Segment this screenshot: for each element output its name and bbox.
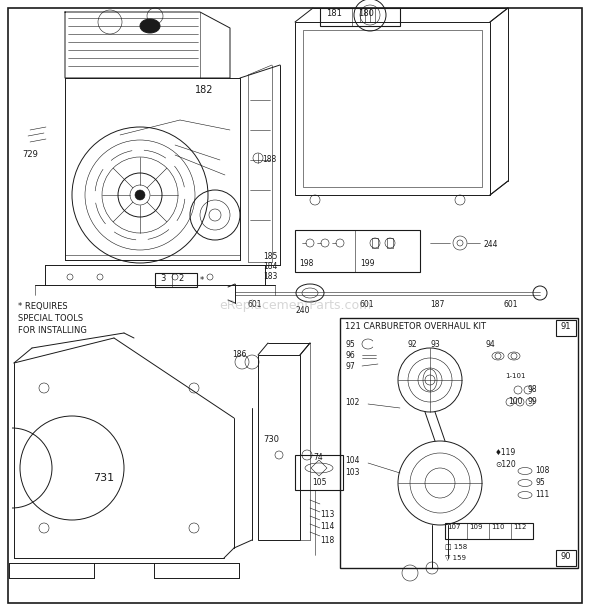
- Text: 729: 729: [22, 150, 38, 159]
- Text: 186: 186: [232, 350, 247, 359]
- Text: 2: 2: [178, 274, 183, 283]
- Bar: [258, 355, 300, 540]
- Text: 90: 90: [560, 552, 571, 561]
- Text: 109: 109: [469, 524, 483, 530]
- Text: 1-101: 1-101: [505, 373, 526, 379]
- Text: 730: 730: [263, 435, 279, 444]
- Bar: [155, 273, 197, 287]
- Text: 111: 111: [535, 490, 549, 499]
- Text: □ 158: □ 158: [445, 543, 467, 549]
- Text: 601: 601: [503, 300, 517, 309]
- Bar: [340, 318, 578, 568]
- Text: 601: 601: [248, 300, 263, 309]
- Text: 103: 103: [345, 468, 359, 477]
- Circle shape: [135, 190, 145, 200]
- Text: 180: 180: [358, 9, 374, 18]
- Text: 100: 100: [508, 397, 523, 406]
- Text: 98: 98: [528, 385, 537, 394]
- Text: 93: 93: [430, 340, 440, 349]
- Text: SPECIAL TOOLS: SPECIAL TOOLS: [18, 314, 83, 323]
- Bar: [303, 30, 482, 187]
- Text: 601: 601: [360, 300, 375, 309]
- Text: 198: 198: [299, 259, 313, 268]
- Bar: [295, 22, 490, 195]
- Text: 118: 118: [320, 536, 335, 545]
- Text: 94: 94: [485, 340, 495, 349]
- Text: 199: 199: [360, 259, 375, 268]
- Bar: [387, 238, 393, 248]
- Text: 184: 184: [263, 262, 277, 271]
- Text: 102: 102: [345, 398, 359, 407]
- Bar: [320, 8, 400, 26]
- Bar: [445, 523, 533, 539]
- Text: 95: 95: [535, 478, 545, 487]
- Text: 121 CARBURETOR OVERHAUL KIT: 121 CARBURETOR OVERHAUL KIT: [345, 322, 486, 331]
- Bar: [295, 455, 343, 490]
- Bar: [556, 550, 576, 566]
- Text: 113: 113: [320, 510, 335, 519]
- Bar: [295, 230, 420, 272]
- Text: 110: 110: [491, 524, 504, 530]
- Text: 181: 181: [326, 9, 342, 18]
- Text: 185: 185: [263, 252, 277, 261]
- Bar: [556, 320, 576, 336]
- Text: 114: 114: [320, 522, 335, 531]
- Text: 3: 3: [160, 274, 165, 283]
- Text: 108: 108: [535, 466, 549, 475]
- Text: FOR INSTALLING: FOR INSTALLING: [18, 326, 87, 335]
- Text: eReplacementParts.com: eReplacementParts.com: [219, 299, 371, 312]
- Text: 74: 74: [313, 453, 323, 462]
- Text: 187: 187: [430, 300, 444, 309]
- Text: 91: 91: [560, 322, 571, 331]
- Text: * REQUIRES: * REQUIRES: [18, 302, 68, 311]
- Text: 104: 104: [345, 456, 359, 465]
- Text: 95: 95: [345, 340, 355, 349]
- Text: 112: 112: [513, 524, 526, 530]
- Text: 99: 99: [528, 397, 537, 406]
- Text: ⊙120: ⊙120: [495, 460, 516, 469]
- Text: 97: 97: [345, 362, 355, 371]
- Text: ▽ 159: ▽ 159: [445, 554, 466, 560]
- Text: *: *: [200, 276, 204, 285]
- Text: 244: 244: [484, 240, 499, 249]
- Text: 188: 188: [262, 155, 276, 164]
- Text: 731: 731: [93, 473, 114, 483]
- Bar: [372, 238, 378, 248]
- Text: 92: 92: [407, 340, 417, 349]
- Text: 96: 96: [345, 351, 355, 360]
- Text: ♦119: ♦119: [495, 448, 516, 457]
- Ellipse shape: [140, 19, 160, 33]
- Text: 183: 183: [263, 272, 277, 281]
- Text: 182: 182: [195, 85, 214, 95]
- Text: 240: 240: [295, 306, 310, 315]
- Text: 105: 105: [312, 478, 326, 487]
- Text: 107: 107: [447, 524, 461, 530]
